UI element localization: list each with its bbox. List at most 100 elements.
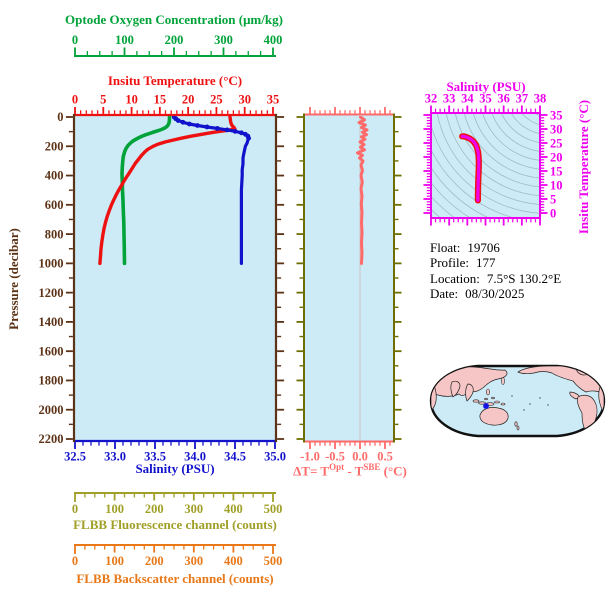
delta-t-curve — [356, 116, 369, 265]
tick-label: 36 — [497, 92, 510, 106]
map-island-dot — [511, 395, 513, 397]
pressure-axis-title: Pressure (decibar) — [6, 228, 21, 330]
tick-label: 34.0 — [184, 450, 206, 464]
tick-label: -1.0 — [300, 450, 320, 464]
tick-label: 0 — [72, 33, 78, 47]
map-landmass — [479, 407, 509, 426]
tick-label: 35 — [479, 92, 492, 106]
ts-temperature-axis-title: Insitu Temperature (°C) — [576, 99, 591, 235]
tick-label: 1200 — [39, 286, 64, 300]
salinity-ticks: 32.5 33.0 33.5 34.0 34.5 35.0 — [64, 442, 286, 464]
tick-label: 15 — [154, 93, 167, 107]
tick-label: 1800 — [39, 374, 64, 388]
tick-label: 300 — [214, 33, 233, 47]
tick-label: 25 — [210, 93, 223, 107]
tick-label: 0 — [57, 110, 63, 124]
tick-label: 5 — [100, 93, 106, 107]
map-island — [472, 399, 480, 403]
tick-label: 33.0 — [104, 450, 126, 464]
map-island-dot — [547, 404, 549, 406]
tick-label: 34.5 — [224, 450, 246, 464]
tick-label: 35 — [267, 93, 280, 107]
location-label: Location: — [430, 270, 480, 286]
tick-label: 33.5 — [144, 450, 166, 464]
tick-label: 32.5 — [64, 450, 86, 464]
tick-label: 10 — [550, 178, 563, 192]
float-id-label: Float: — [430, 240, 461, 255]
tick-label: 800 — [45, 227, 64, 241]
map-island-dot — [529, 403, 531, 405]
dt-title-part: (°C) — [380, 463, 407, 479]
temperature-axis-title: Insitu Temperature (°C) — [107, 73, 243, 88]
backscatter-axis: 0 100 200 300 400 500 — [72, 544, 283, 568]
tick-label: 37 — [516, 92, 529, 106]
map-island — [491, 396, 495, 400]
map-island — [516, 425, 520, 431]
date-label: Date: — [430, 286, 459, 302]
ts-panel-frame — [430, 112, 541, 219]
oxygen-axis-title: Optode Oxygen Concentration (μm/kg) — [65, 12, 283, 27]
tick-label: 400 — [264, 33, 283, 47]
backscatter-axis-title: FLBB Backscatter channel (counts) — [76, 571, 274, 586]
tick-label: 34 — [461, 92, 474, 106]
map-landmass — [465, 383, 474, 402]
tick-label: 200 — [145, 502, 164, 516]
tick-label: 0.0 — [352, 450, 368, 464]
location-line: Location: 7.5°S 130.2°E — [430, 271, 561, 286]
date-value: 08/30/2025 — [465, 286, 525, 302]
tick-label: 0 — [72, 554, 78, 568]
tick-label: 100 — [105, 554, 124, 568]
profile-number-label: Profile: — [430, 255, 469, 271]
profile-number-line: Profile: 177 — [430, 255, 561, 270]
world-map — [429, 364, 606, 438]
delta-t-axis-title: ΔT= TOpt - TSBE (°C) — [285, 462, 415, 479]
float-info-block: Float: 19706 Profile: 177 Location: 7.5°S 1… — [430, 240, 561, 302]
ts-salinity-axis-title: Salinity (PSU) — [446, 79, 526, 94]
pressure-ticks: 0 200 400 600 800 1000 1200 1400 1600 1800 2000 220… — [39, 110, 285, 446]
tick-label: 1600 — [39, 344, 64, 358]
map-island-dot — [539, 397, 541, 399]
tick-label: 500 — [264, 554, 283, 568]
location-value: 7.5°S 130.2°E — [486, 270, 562, 286]
float-id-line: Float: 19706 — [430, 240, 561, 255]
float-location-marker — [483, 403, 489, 409]
delta-t-ticks: -1.0 -0.5 0.0 0.5 — [296, 107, 402, 464]
tick-label: 400 — [224, 502, 243, 516]
tick-label: 35 — [550, 108, 563, 122]
dt-title-sup-opt: Opt — [329, 462, 345, 472]
dt-title-part: - T — [344, 463, 364, 479]
tick-label: 0 — [72, 502, 78, 516]
map-island-dot — [523, 409, 525, 411]
salinity-axis-title: Salinity (PSU) — [135, 461, 215, 476]
tick-label: 300 — [184, 554, 203, 568]
map-island — [514, 421, 518, 427]
tick-label: 2000 — [39, 403, 64, 417]
tick-label: 38 — [534, 92, 547, 106]
tick-label: 35.0 — [264, 450, 286, 464]
temperature-ticks: 0 5 10 15 20 25 30 35 — [72, 93, 279, 114]
tick-label: 2200 — [39, 432, 64, 446]
tick-label: 33 — [443, 92, 456, 106]
salinity-curve — [171, 116, 252, 265]
fluorescence-axis: 0 100 200 300 400 500 — [72, 492, 283, 516]
tick-label: 200 — [165, 33, 184, 47]
tick-label: 30 — [550, 122, 563, 136]
tick-label: 100 — [115, 33, 134, 47]
tick-label: 400 — [45, 169, 64, 183]
oxygen-axis: 0 100 200 300 400 — [72, 33, 283, 57]
tick-label: 5 — [550, 192, 556, 206]
tick-label: -0.5 — [325, 450, 345, 464]
tick-label: 1400 — [39, 315, 64, 329]
tick-label: 10 — [125, 93, 138, 107]
tick-label: 0.5 — [377, 450, 393, 464]
tick-label: 0 — [72, 93, 78, 107]
ts-curve — [459, 133, 482, 204]
profile-number-value: 177 — [476, 255, 496, 271]
tick-label: 500 — [264, 502, 283, 516]
tick-label: 300 — [184, 502, 203, 516]
tick-label: 200 — [45, 139, 64, 153]
map-island — [484, 397, 488, 401]
